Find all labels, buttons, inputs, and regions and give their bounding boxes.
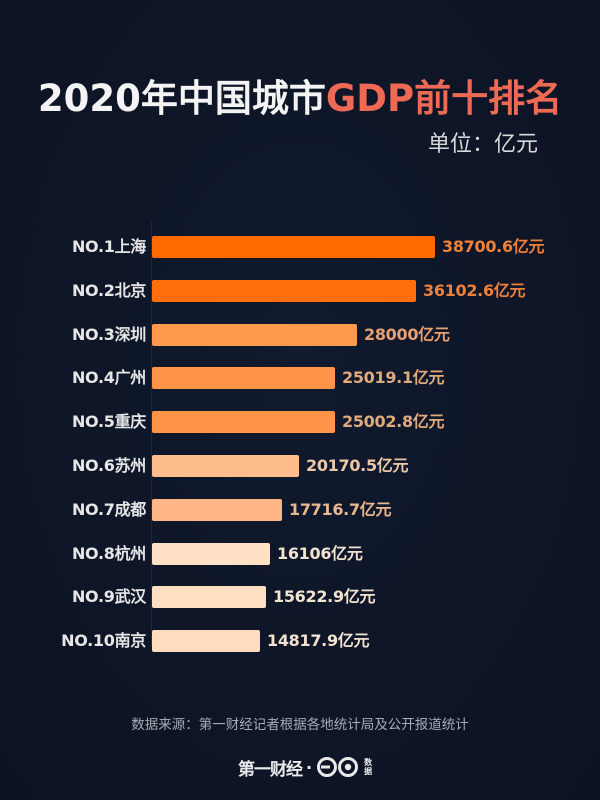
category-label: NO.10南京 [61,631,146,651]
value-label: 17716.7亿元 [289,499,392,519]
bar [152,367,335,390]
category-label: NO.3深圳 [71,324,146,344]
bar [152,542,270,565]
bar [152,411,335,434]
category-label: NO.4广州 [71,368,146,388]
bar [152,630,260,653]
value-label: 15622.9亿元 [273,587,376,607]
value-label: 36102.6亿元 [423,280,526,300]
category-label: NO.1上海 [71,237,146,256]
value-label: 20170.5亿元 [306,456,409,475]
value-label: 25019.1亿元 [342,368,445,388]
bar-row: NO.9武汉 15622.9亿元 [0,585,600,609]
bar [152,323,357,346]
value-label: 38700.6亿元 [442,237,545,256]
category-label: NO.9武汉 [71,587,146,607]
title-prefix: 2020年中国城市 [37,77,326,120]
value-label: 28000亿元 [364,324,450,344]
bar-row: NO.7成都 17716.7亿元 [0,498,600,522]
bar [152,455,299,477]
bar [152,586,266,609]
bar-row: NO.6苏州 20170.5亿元 [0,454,600,478]
bar-row: NO.4广州 25019.1亿元 [0,366,600,390]
category-label: NO.8杭州 [71,543,146,563]
bar [152,236,435,258]
logo-tag: 数据 [364,758,373,776]
category-label: NO.5重庆 [71,412,146,432]
bar [152,498,282,521]
logo-separator: · [306,757,313,777]
bar-row: NO.1上海 38700.6亿元 [0,235,600,259]
brand-name: 第一财经 [238,759,303,780]
value-label: 16106亿元 [277,543,363,563]
category-label: NO.6苏州 [71,456,146,475]
bar-row: NO.8杭州 16106亿元 [0,542,600,566]
data-source: 数据来源：第一财经记者根据各地统计局及公开报道统计 [131,717,469,733]
bar-row: NO.2北京 36102.6亿元 [0,279,600,303]
chart-title: 2020年中国城市GDP前十排名 [0,68,600,122]
value-label: 14817.9亿元 [267,631,370,651]
publisher-logo: 第一财经 · 数据 [238,752,374,782]
eye-logo-icon [317,757,359,777]
value-label: 25002.8亿元 [342,412,445,432]
category-label: NO.7成都 [71,499,146,519]
title-highlight: GDP前十排名 [325,77,563,120]
bar-row: NO.3深圳 28000亿元 [0,323,600,347]
bar [152,279,416,302]
bar-row: NO.10南京 14817.9亿元 [0,629,600,653]
unit-label: 单位：亿元 [427,132,538,157]
category-label: NO.2北京 [71,280,146,300]
axis-line [151,222,152,647]
bar-row: NO.5重庆 25002.8亿元 [0,410,600,434]
